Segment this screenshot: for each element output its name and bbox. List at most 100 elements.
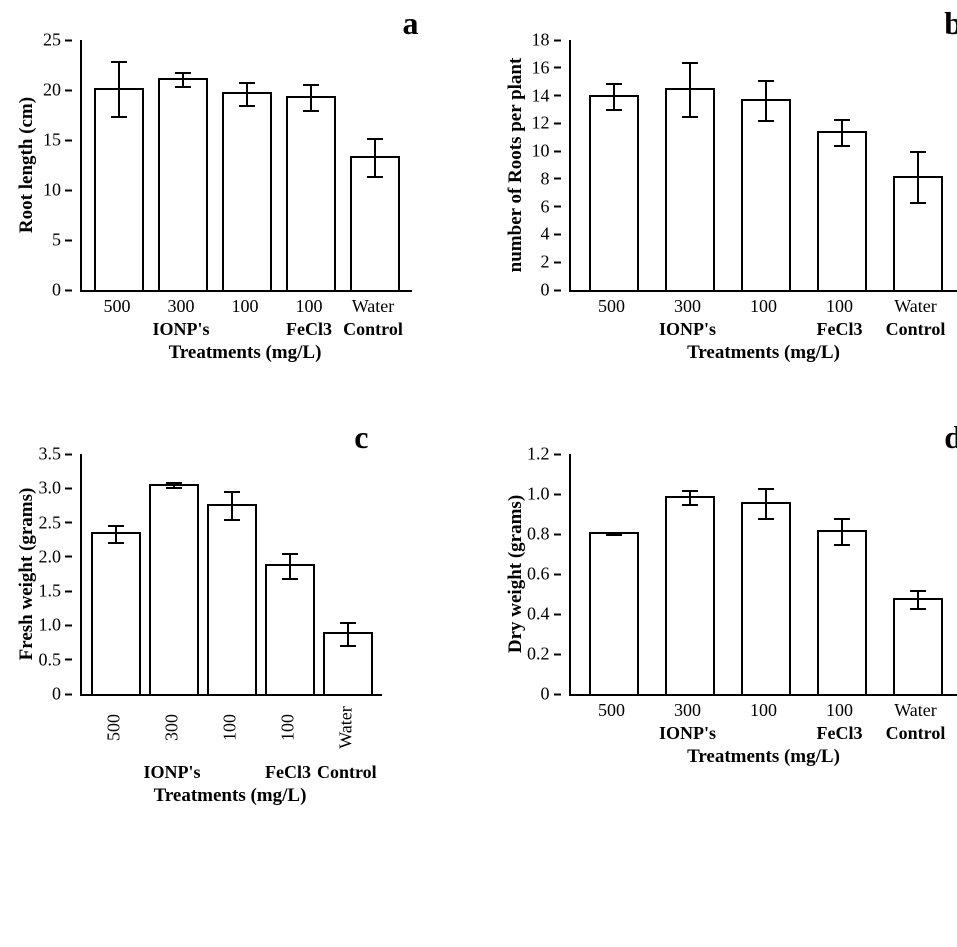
bar <box>817 530 867 694</box>
x-group-label: Control <box>878 319 954 340</box>
error-bar <box>347 622 349 647</box>
y-tick: 10 <box>43 180 72 201</box>
bar <box>286 96 336 290</box>
x-tick-label: 500 <box>87 703 142 753</box>
chart-area: Root length (cm)0510152025 <box>80 40 412 292</box>
bar <box>817 131 867 290</box>
y-tick-label: 8 <box>541 168 550 189</box>
y-tick: 12 <box>532 113 561 134</box>
bar <box>589 95 639 290</box>
error-bar <box>246 82 248 107</box>
x-axis-title: Treatments (mg/L) <box>80 342 410 364</box>
y-tick-label: 5 <box>52 230 61 251</box>
x-tick-label: 500 <box>92 296 142 317</box>
y-tick: 0 <box>541 684 561 705</box>
error-bar <box>765 488 767 520</box>
y-tick: 0.2 <box>527 644 561 665</box>
bar <box>323 632 373 694</box>
y-tick: 1.5 <box>39 581 73 602</box>
error-bar <box>765 80 767 122</box>
x-tick-label: 100 <box>261 703 316 753</box>
y-tick-label: 1.0 <box>39 615 62 636</box>
y-tick: 0 <box>541 280 561 301</box>
error-bar <box>173 482 175 489</box>
panel-label: c <box>354 419 368 456</box>
bar <box>158 78 208 290</box>
error-bar <box>841 119 843 147</box>
x-tick-label: 100 <box>284 296 334 317</box>
y-tick: 0.8 <box>527 524 561 545</box>
y-tick-label: 2 <box>541 252 550 273</box>
x-tick-label: 100 <box>203 703 258 753</box>
bar <box>665 496 715 694</box>
y-tick-label: 4 <box>541 224 550 245</box>
y-tick-label: 2.0 <box>39 546 62 567</box>
y-axis-label: number of Roots per plant <box>505 58 527 273</box>
y-tick-label: 20 <box>43 80 61 101</box>
bar <box>893 176 943 291</box>
x-tick-label: 100 <box>815 700 865 721</box>
y-tick: 0.4 <box>527 604 561 625</box>
chart-area: Dry weight (grams)00.20.40.60.81.01.2 <box>569 454 957 696</box>
y-tick-label: 0.8 <box>527 524 550 545</box>
y-tick-label: 0.2 <box>527 644 550 665</box>
y-tick: 1.0 <box>39 615 73 636</box>
y-tick: 0 <box>52 280 72 301</box>
y-axis-label: Root length (cm) <box>16 97 38 233</box>
chart-area: Fresh weight (grams)00.51.01.52.02.53.03… <box>80 454 382 696</box>
y-tick-label: 1.0 <box>527 484 550 505</box>
y-tick-label: 0.6 <box>527 564 550 585</box>
error-bar <box>374 138 376 178</box>
panel-a: aRoot length (cm)0510152025500300100100W… <box>10 10 479 364</box>
error-bar <box>310 84 312 112</box>
y-tick: 8 <box>541 168 561 189</box>
y-tick: 3.5 <box>39 444 73 465</box>
x-tick-label: Water <box>891 296 941 317</box>
chart-area: number of Roots per plant024681012141618 <box>569 40 957 292</box>
y-tick: 0 <box>52 684 72 705</box>
x-group-label: IONP's <box>85 319 277 340</box>
y-tick: 3.0 <box>39 478 73 499</box>
x-axis-title: Treatments (mg/L) <box>569 342 957 364</box>
y-tick-label: 16 <box>532 57 550 78</box>
panel-b: bnumber of Roots per plant02468101214161… <box>499 10 957 364</box>
y-tick-label: 3.5 <box>39 444 62 465</box>
y-axis-label: Fresh weight (grams) <box>16 488 38 661</box>
bar <box>741 99 791 290</box>
y-tick: 10 <box>532 141 561 162</box>
y-tick: 1.0 <box>527 484 561 505</box>
error-bar <box>115 525 117 544</box>
x-group-label: Control <box>878 723 954 744</box>
bar <box>94 88 144 290</box>
bars-container <box>571 40 957 290</box>
y-tick-label: 14 <box>532 85 550 106</box>
bars-container <box>571 454 957 694</box>
y-tick-label: 0 <box>541 684 550 705</box>
x-group-label: IONP's <box>85 762 259 783</box>
panel-label: b <box>944 5 957 42</box>
x-tick-label: 100 <box>739 700 789 721</box>
y-tick-label: 0 <box>52 280 61 301</box>
y-tick: 2.5 <box>39 512 73 533</box>
x-tick-label: 300 <box>145 703 200 753</box>
bar <box>91 532 141 694</box>
y-tick-label: 0.4 <box>527 604 550 625</box>
y-tick: 1.2 <box>527 444 561 465</box>
y-tick: 0.6 <box>527 564 561 585</box>
bar <box>222 92 272 290</box>
x-group-label: Control <box>317 762 375 783</box>
x-tick-label: 500 <box>587 700 637 721</box>
x-group-label: Control <box>341 319 405 340</box>
x-group-label: FeCl3 <box>802 723 878 744</box>
error-bar <box>917 151 919 204</box>
bars-container <box>82 40 412 290</box>
bar <box>149 484 199 694</box>
y-tick-label: 1.5 <box>39 581 62 602</box>
error-bar <box>613 83 615 111</box>
y-tick: 14 <box>532 85 561 106</box>
x-tick-label: 100 <box>815 296 865 317</box>
x-tick-label: 100 <box>220 296 270 317</box>
bar <box>207 504 257 694</box>
bar <box>665 88 715 290</box>
y-tick-label: 3.0 <box>39 478 62 499</box>
